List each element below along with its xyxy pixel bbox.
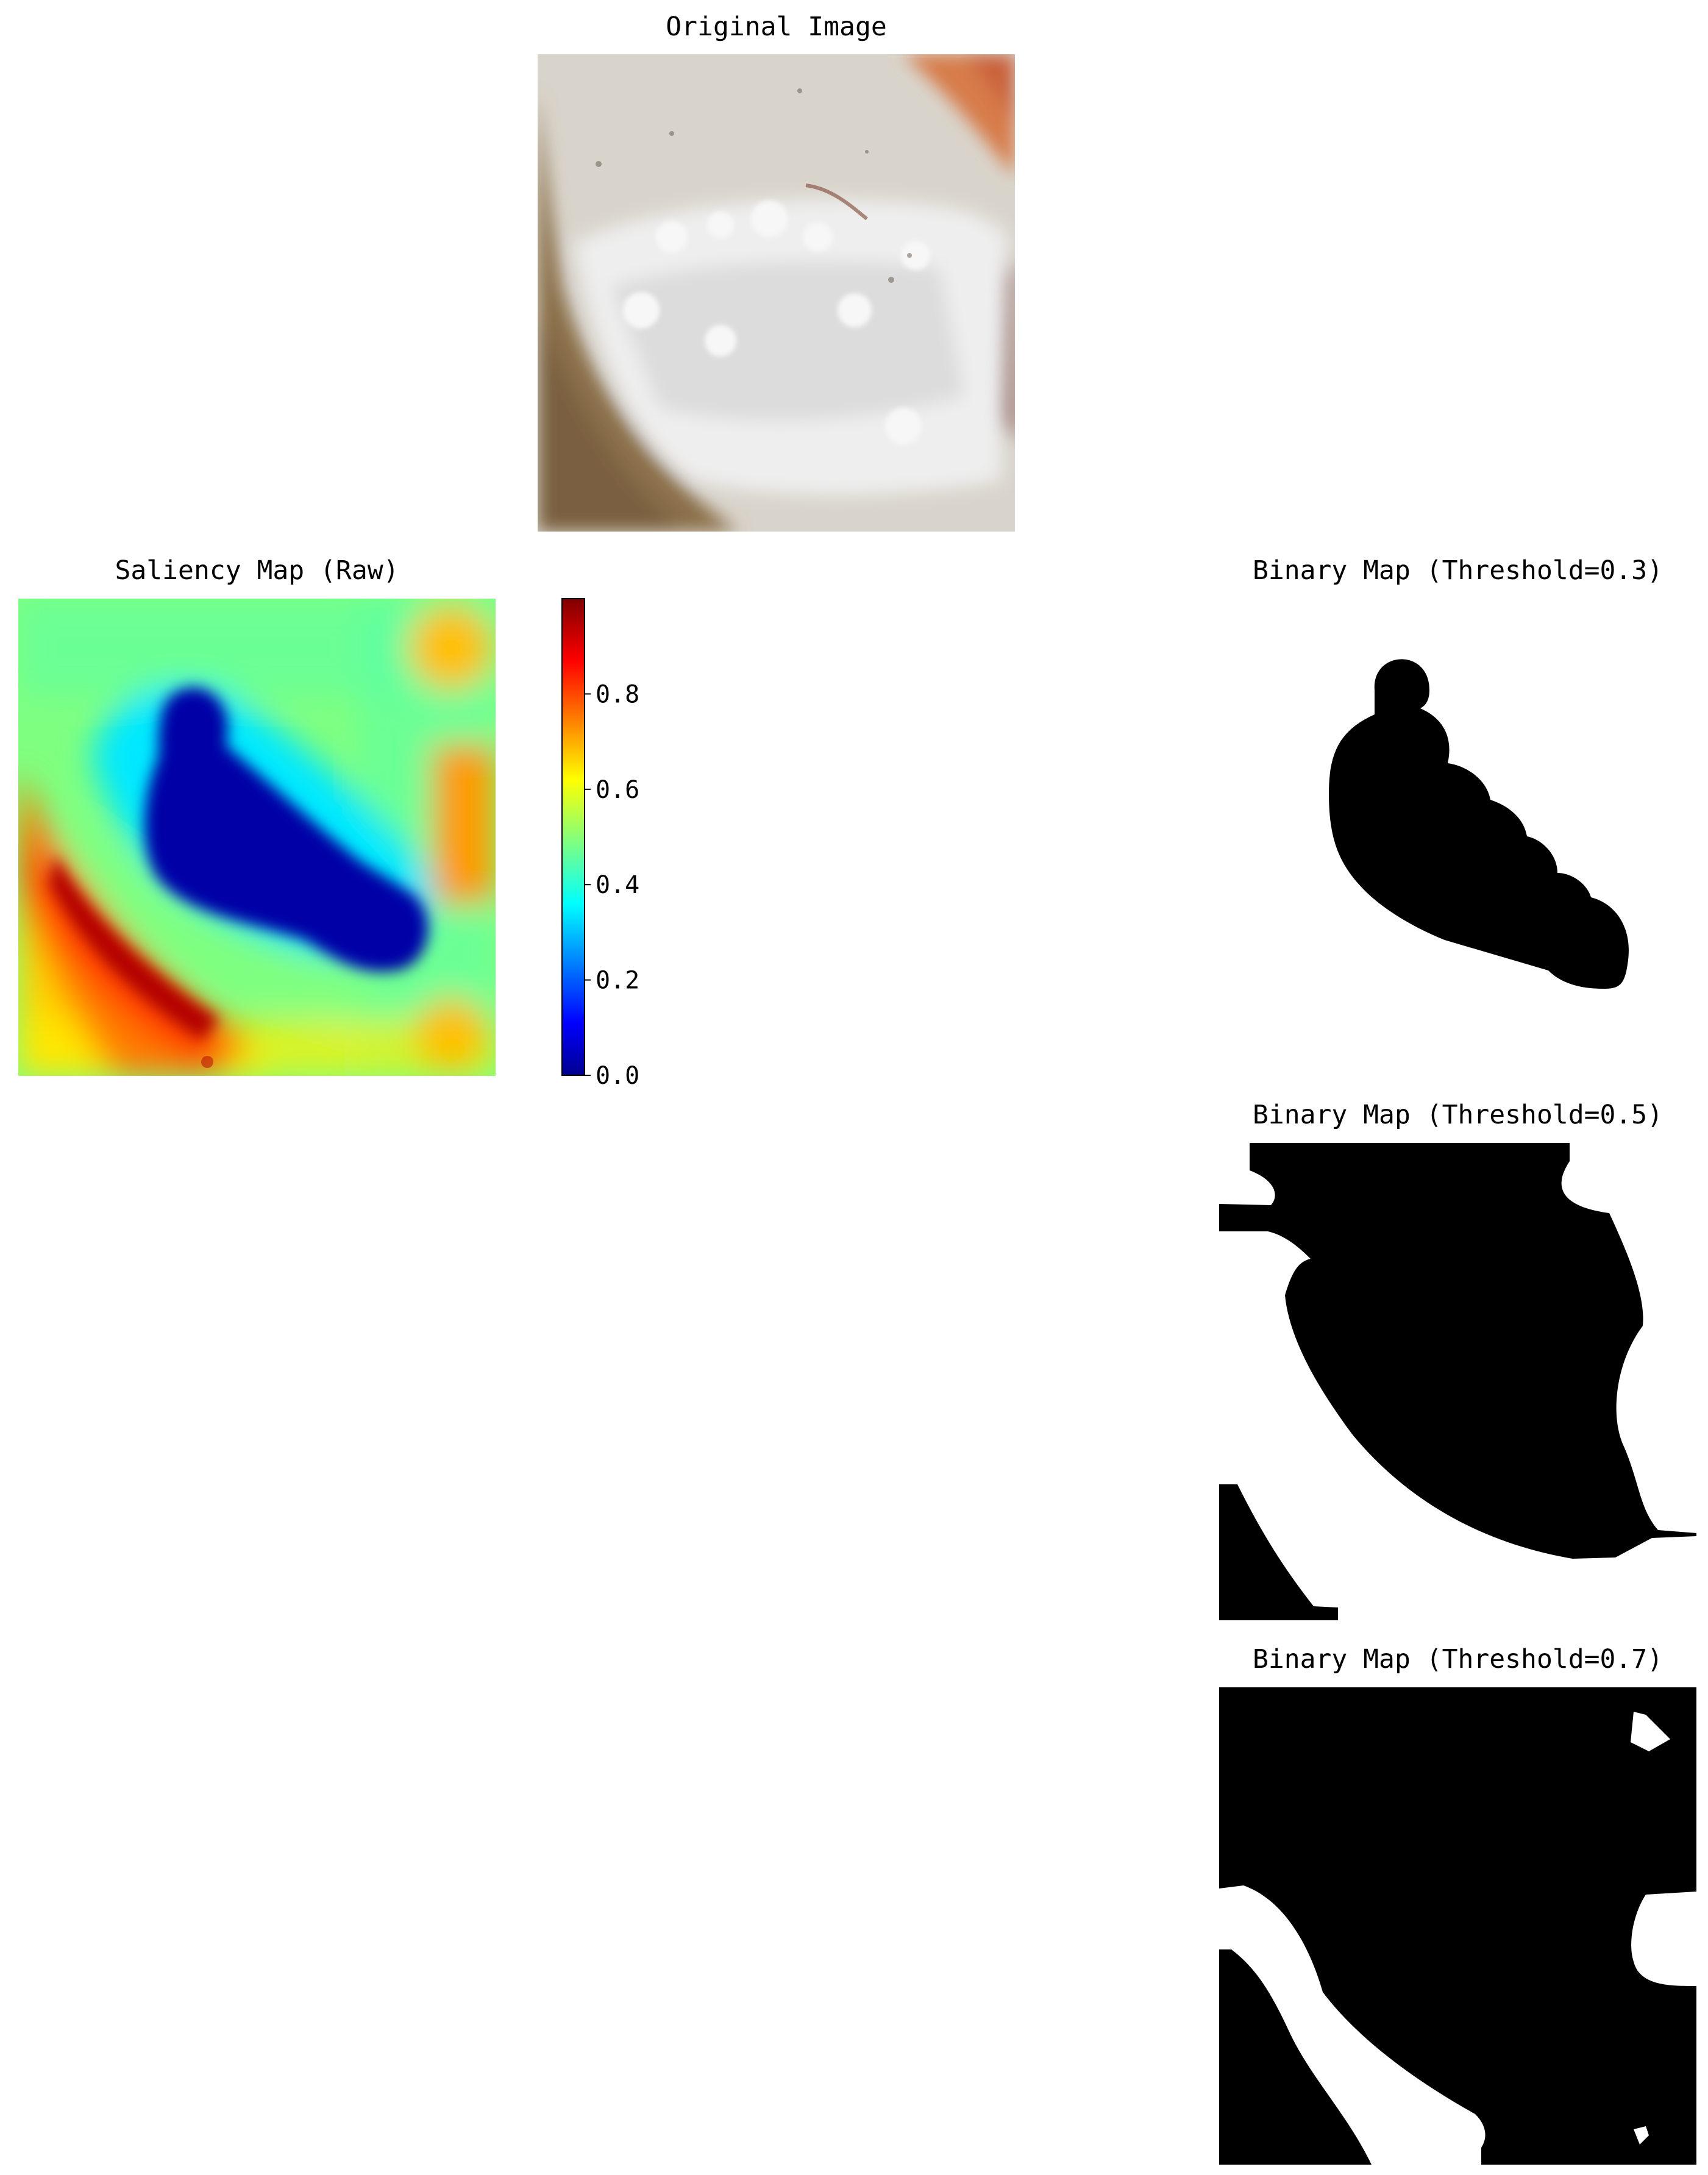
binary-hole-region bbox=[1219, 1885, 1486, 2165]
binary-map-07-title: Binary Map (Threshold=0.7) bbox=[1252, 1644, 1664, 1675]
binary-mask-region bbox=[1329, 659, 1629, 989]
colorbar-tick-label: 0.0 bbox=[596, 1062, 639, 1090]
binary-map-05 bbox=[1219, 1143, 1696, 1620]
binary-hole-region bbox=[1631, 1892, 1696, 1986]
colorbar-tick-label: 0.6 bbox=[596, 776, 639, 804]
binary-map-05-title: Binary Map (Threshold=0.5) bbox=[1252, 1100, 1664, 1130]
binary-mask-region bbox=[1219, 1484, 1338, 1620]
binary-hole-region bbox=[1631, 1712, 1670, 1751]
saliency-heatmap bbox=[18, 599, 496, 1076]
original-image bbox=[538, 54, 1015, 532]
binary-mask-region bbox=[1219, 1143, 1696, 1559]
colorbar-gradient bbox=[561, 598, 585, 1076]
saliency-map-title: Saliency Map (Raw) bbox=[115, 555, 399, 586]
colorbar-tick-label: 0.2 bbox=[596, 967, 639, 995]
colorbar-tick-label: 0.4 bbox=[596, 871, 639, 899]
original-image-title: Original Image bbox=[666, 12, 887, 42]
colorbar-tick-label: 0.8 bbox=[596, 680, 639, 708]
binary-map-03-title: Binary Map (Threshold=0.3) bbox=[1252, 555, 1664, 586]
binary-map-03 bbox=[1219, 599, 1696, 1076]
binary-hole-region bbox=[1634, 2126, 1649, 2145]
saliency-colorbar: 0.0 0.2 0.4 0.6 0.8 bbox=[561, 597, 652, 1091]
binary-map-07 bbox=[1219, 1687, 1696, 2165]
